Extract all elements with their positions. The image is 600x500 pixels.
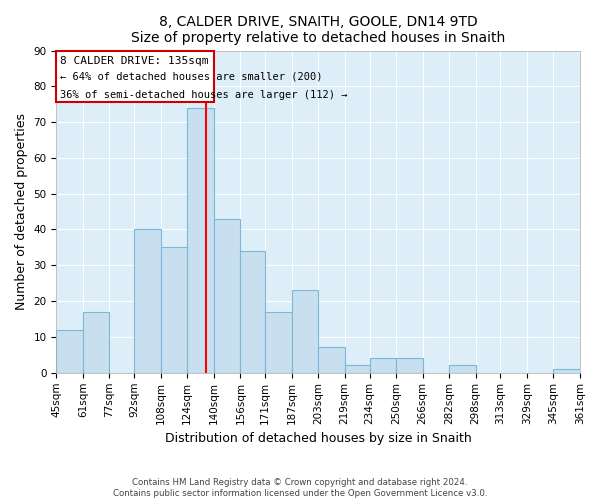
Title: 8, CALDER DRIVE, SNAITH, GOOLE, DN14 9TD
Size of property relative to detached h: 8, CALDER DRIVE, SNAITH, GOOLE, DN14 9TD… bbox=[131, 15, 505, 45]
Bar bbox=[214, 218, 241, 372]
Bar bbox=[56, 330, 83, 372]
Text: ← 64% of detached houses are smaller (200): ← 64% of detached houses are smaller (20… bbox=[60, 72, 322, 82]
Bar bbox=[134, 230, 161, 372]
Text: 8 CALDER DRIVE: 135sqm: 8 CALDER DRIVE: 135sqm bbox=[60, 56, 208, 66]
Bar bbox=[553, 369, 580, 372]
FancyBboxPatch shape bbox=[56, 50, 214, 102]
Bar bbox=[396, 358, 422, 372]
Bar bbox=[161, 248, 187, 372]
Bar bbox=[241, 251, 265, 372]
Bar bbox=[83, 312, 109, 372]
Bar bbox=[370, 358, 396, 372]
Bar bbox=[318, 348, 345, 372]
Bar bbox=[187, 108, 214, 372]
Bar bbox=[265, 312, 292, 372]
Y-axis label: Number of detached properties: Number of detached properties bbox=[15, 113, 28, 310]
Text: Contains HM Land Registry data © Crown copyright and database right 2024.
Contai: Contains HM Land Registry data © Crown c… bbox=[113, 478, 487, 498]
Bar bbox=[449, 366, 476, 372]
Bar bbox=[292, 290, 318, 372]
Text: 36% of semi-detached houses are larger (112) →: 36% of semi-detached houses are larger (… bbox=[60, 90, 347, 100]
X-axis label: Distribution of detached houses by size in Snaith: Distribution of detached houses by size … bbox=[165, 432, 472, 445]
Bar bbox=[345, 366, 370, 372]
